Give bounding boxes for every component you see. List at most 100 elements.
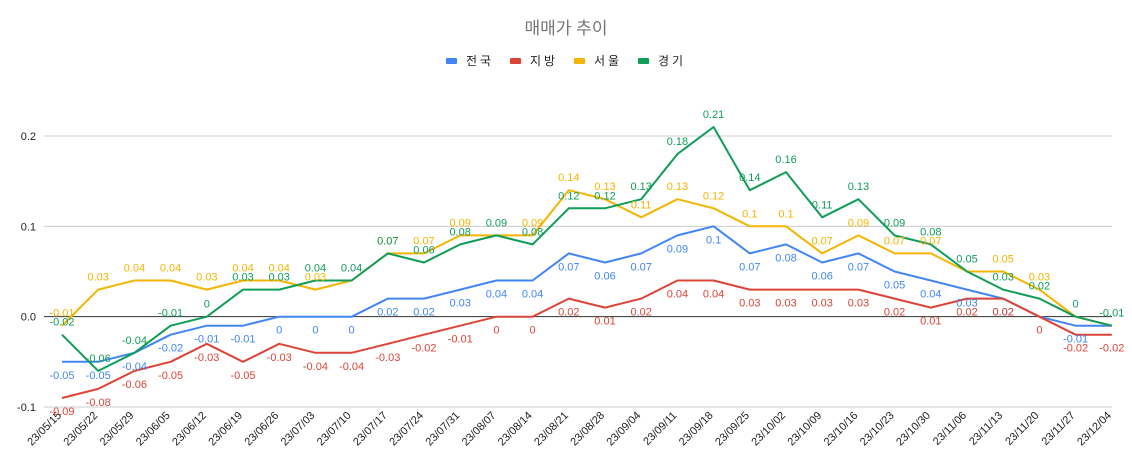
data-label: 0.13 (848, 181, 869, 193)
x-tick-label: 23/08/21 (532, 410, 571, 449)
legend-item-3[interactable]: 서울 (574, 54, 622, 68)
data-label: 0.03 (87, 272, 108, 284)
data-label: 0.04 (486, 289, 507, 301)
x-tick-label: 23/07/24 (387, 410, 426, 449)
data-label: 0.07 (377, 235, 398, 247)
legend-label: 전국 (466, 54, 494, 68)
data-label: 0.08 (522, 226, 543, 238)
data-label: 0.11 (631, 199, 652, 211)
data-label: 0.06 (594, 270, 615, 282)
gridlines (44, 135, 1112, 408)
data-label: 0.09 (449, 217, 470, 229)
data-label: -0.01 (1099, 308, 1124, 320)
data-label: 0.09 (884, 217, 905, 229)
x-tick-label: 23/07/17 (351, 410, 390, 449)
data-label: -0.02 (158, 343, 183, 355)
data-label: 0.04 (667, 289, 688, 301)
data-label: 0.21 (703, 109, 724, 121)
data-label: -0.01 (448, 334, 473, 346)
data-label: 0.16 (775, 154, 796, 166)
data-label: -0.03 (267, 352, 292, 364)
data-label: 0.03 (956, 298, 977, 310)
data-label: -0.01 (49, 308, 74, 320)
data-label: 0.03 (775, 298, 796, 310)
data-label: 0.06 (413, 244, 434, 256)
data-label: 0.14 (558, 172, 579, 184)
data-label: 0.11 (812, 199, 833, 211)
data-label: -0.06 (86, 353, 111, 365)
data-label: 0.04 (160, 263, 181, 275)
x-tick-label: 23/11/20 (1003, 410, 1041, 448)
x-tick-label: 23/08/07 (460, 410, 499, 449)
data-label: 0.03 (848, 298, 869, 310)
legend-item-4[interactable]: 경기 (638, 54, 686, 68)
x-tick-label: 23/09/18 (677, 410, 716, 449)
data-label: 0.07 (848, 261, 869, 273)
data-label: -0.02 (49, 317, 74, 329)
data-label: 0.09 (486, 217, 507, 229)
data-label: -0.05 (49, 370, 74, 382)
x-tick-label: 23/10/09 (786, 410, 825, 449)
x-tick-label: 23/06/05 (134, 410, 173, 449)
data-label: -0.05 (230, 370, 255, 382)
y-tick-label: -0.1 (17, 402, 36, 414)
data-label: 0.13 (594, 181, 615, 193)
data-label: 0.04 (703, 289, 724, 301)
series-line-1 (62, 225, 1112, 363)
series-line-3 (61, 189, 1113, 327)
data-label: 0.07 (920, 235, 941, 247)
data-label: 0 (312, 325, 318, 337)
data-label: -0.05 (158, 370, 183, 382)
data-label: 0.07 (558, 261, 579, 273)
data-label: 0.03 (811, 298, 832, 310)
chart-title: 매매가 추이 (525, 19, 608, 38)
legend-item-2[interactable]: 지방 (510, 54, 558, 68)
legend-swatch (510, 58, 521, 64)
x-tick-label: 23/10/23 (858, 410, 897, 449)
data-label: -0.01 (158, 308, 183, 320)
data-label: -0.04 (303, 361, 328, 373)
data-label: 0.07 (884, 235, 905, 247)
x-tick-label: 23/07/31 (424, 410, 463, 449)
data-label: -0.04 (339, 361, 364, 373)
x-tick-label: 23/09/25 (713, 410, 752, 449)
data-label: 0.04 (920, 289, 941, 301)
data-label: 0.05 (992, 254, 1013, 266)
data-label: -0.04 (122, 361, 147, 373)
data-label: 0.03 (232, 272, 253, 284)
data-label: -0.02 (411, 343, 436, 355)
data-label: 0.02 (992, 307, 1013, 319)
x-axis: 23/05/1523/05/2223/05/2923/06/0523/06/12… (25, 410, 1114, 449)
data-label: 0.07 (739, 261, 760, 273)
data-label: 0 (530, 325, 536, 337)
data-label: -0.02 (1063, 343, 1088, 355)
data-label: 0.12 (703, 190, 724, 202)
data-label: 0.08 (775, 252, 796, 264)
legend-item-1[interactable]: 전국 (446, 54, 494, 68)
data-label: 0.12 (558, 190, 579, 202)
legend-label: 경기 (658, 54, 686, 68)
data-label: 0.1 (742, 208, 757, 220)
data-label: -0.02 (1099, 343, 1124, 355)
data-label: 0.03 (196, 272, 217, 284)
x-tick-label: 23/09/04 (605, 410, 644, 449)
legend-swatch (638, 58, 649, 64)
data-label: 0.02 (992, 307, 1013, 319)
data-label: 0.03 (305, 272, 326, 284)
data-label: 0.04 (305, 263, 326, 275)
data-label: -0.05 (86, 370, 111, 382)
x-tick-label: 23/08/14 (496, 410, 535, 449)
x-tick-label: 23/10/30 (894, 410, 933, 449)
data-label: 0.07 (811, 235, 832, 247)
data-label: 0.07 (377, 235, 398, 247)
data-label: 0.04 (232, 263, 253, 275)
data-label: 0.01 (594, 316, 615, 328)
data-label: 0.09 (667, 243, 688, 255)
data-label: -0.01 (194, 334, 219, 346)
data-label: 0 (349, 325, 355, 337)
data-label: 0.02 (558, 307, 579, 319)
data-label: 0.07 (630, 261, 651, 273)
data-label: 0.08 (449, 226, 470, 238)
legend-label: 지방 (530, 54, 558, 68)
